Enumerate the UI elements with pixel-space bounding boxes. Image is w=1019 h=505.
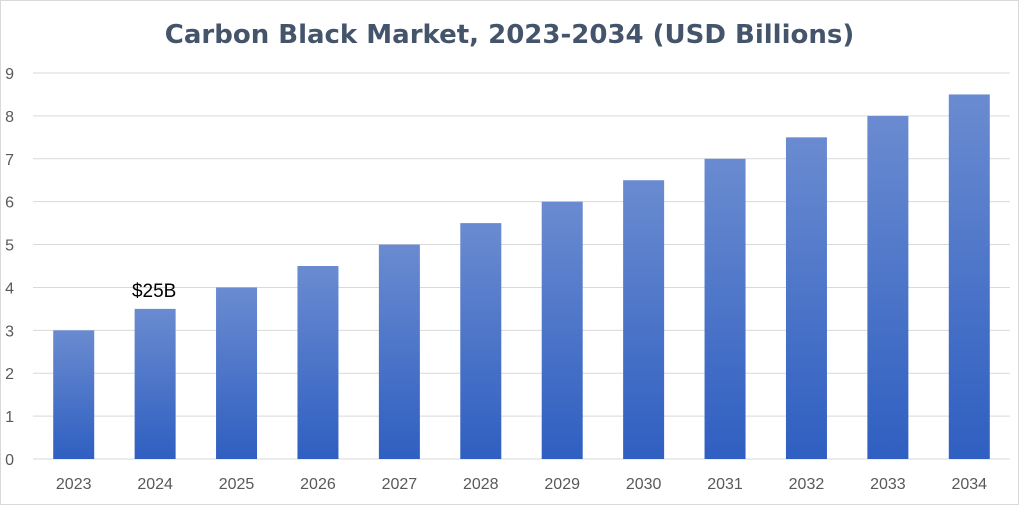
annotations: $25B [132, 281, 176, 302]
bars [53, 94, 990, 460]
x-tick-label: 2024 [137, 476, 173, 493]
x-tick-label: 2028 [463, 476, 499, 493]
bar-2029 [541, 201, 583, 459]
bar-2025 [216, 287, 258, 459]
bar-2027 [378, 244, 420, 459]
x-tick-label: 2032 [789, 476, 825, 493]
bar-2026 [297, 266, 339, 459]
x-axis-ticks: 2023 2024 2025 2026 2027 2028 2029 2030 2031 2032… [56, 476, 987, 493]
y-tick-label: 3 [5, 323, 14, 340]
bar-2028 [460, 223, 502, 459]
y-tick-label: 6 [5, 195, 14, 212]
bar-2032 [785, 137, 827, 460]
y-tick-label: 2 [5, 366, 14, 383]
y-axis-ticks: 0 1 2 3 4 5 6 7 8 9 [5, 66, 14, 469]
y-tick-label: 9 [5, 66, 14, 83]
y-tick-label: 1 [5, 409, 14, 426]
y-tick-label: 8 [5, 109, 14, 126]
x-tick-label: 2027 [382, 476, 418, 493]
x-tick-label: 2030 [626, 476, 662, 493]
y-tick-label: 5 [5, 238, 14, 255]
bar-2030 [623, 180, 665, 459]
x-tick-label: 2025 [219, 476, 255, 493]
x-tick-label: 2029 [544, 476, 580, 493]
chart-title: Carbon Black Market, 2023-2034 (USD Bill… [164, 20, 855, 50]
data-label-annotation: $25B [132, 281, 176, 302]
x-tick-label: 2031 [707, 476, 743, 493]
x-tick-label: 2026 [300, 476, 336, 493]
y-tick-label: 0 [5, 452, 14, 469]
y-tick-label: 7 [5, 152, 14, 169]
y-tick-label: 4 [5, 280, 14, 297]
bar-2023 [53, 330, 95, 459]
bar-2033 [867, 115, 909, 459]
x-tick-label: 2023 [56, 476, 92, 493]
x-tick-label: 2034 [951, 476, 987, 493]
x-tick-label: 2033 [870, 476, 906, 493]
bar-2034 [948, 94, 990, 459]
gridlines [33, 72, 1010, 460]
bar-2031 [704, 158, 746, 459]
bar-2024 [134, 308, 176, 459]
